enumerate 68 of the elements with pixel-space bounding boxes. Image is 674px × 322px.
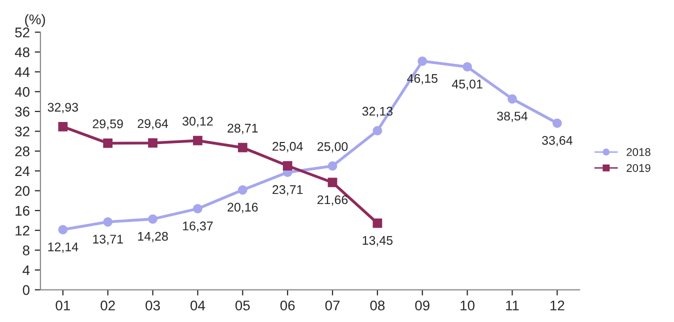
data-label: 14,28 (138, 232, 168, 242)
point (372, 218, 382, 228)
data-label: 32,93 (48, 102, 78, 114)
data-label: 29,64 (138, 119, 168, 130)
x-tick-label: 12 (550, 300, 564, 310)
x-tick-label: 01 (56, 300, 70, 310)
data-label: 38,54 (497, 112, 528, 122)
point (328, 161, 338, 171)
data-label: 30,12 (182, 116, 213, 128)
y-tick-label: 52 (15, 28, 30, 38)
data-label: 20,16 (228, 202, 258, 214)
x-tick-label: 02 (100, 300, 115, 310)
x-tick-label: 10 (460, 300, 474, 310)
x-tick-label: 03 (146, 300, 160, 310)
point (193, 204, 202, 214)
data-label: 46,15 (407, 74, 438, 84)
y-axis-title: (%) (25, 14, 45, 28)
data-label: 12,14 (48, 242, 78, 253)
y-tick-label: 44 (14, 67, 30, 77)
data-label: 32,13 (362, 106, 393, 118)
y-tick-label: 20 (15, 186, 30, 196)
x-tick-label: 06 (280, 300, 295, 310)
x-tick-label: 04 (190, 300, 206, 310)
x-tick-label: 08 (370, 300, 385, 310)
legend-label: 2018 (626, 148, 650, 156)
point (148, 138, 158, 148)
data-label: 13,45 (362, 236, 393, 246)
y-tick-label: 8 (22, 246, 30, 256)
x-tick-label: 07 (325, 300, 340, 310)
point (103, 217, 113, 227)
point (372, 126, 382, 136)
x-tick-label: 05 (235, 300, 250, 310)
x-tick-label: 11 (506, 300, 519, 310)
data-label: 33,64 (542, 136, 572, 146)
point (282, 161, 292, 170)
point (462, 62, 472, 72)
point (58, 122, 68, 132)
y-tick-label: 36 (15, 106, 30, 117)
point (238, 185, 248, 195)
data-label: 29,59 (92, 119, 123, 130)
y-tick-label: 28 (15, 146, 30, 156)
y-tick-label: 48 (14, 47, 30, 58)
point (148, 214, 158, 224)
y-tick-label: 4 (22, 265, 30, 276)
y-tick-label: 40 (14, 86, 30, 97)
point (418, 56, 428, 66)
data-label: 45,01 (452, 80, 482, 90)
data-label: 13,71 (93, 234, 123, 246)
y-tick-label: 12 (16, 226, 30, 236)
data-label: 25,00 (317, 142, 348, 152)
point (508, 94, 517, 104)
data-label: 23,71 (272, 185, 303, 196)
point (328, 178, 338, 188)
legend-label: 2019 (626, 164, 650, 172)
data-label: 28,71 (228, 124, 258, 134)
point (58, 224, 68, 234)
data-label: 21,66 (317, 195, 348, 206)
x-tick-label: 09 (415, 300, 430, 310)
data-label: 25,04 (272, 142, 303, 152)
y-tick-label: 0 (22, 285, 30, 295)
y-tick-label: 24 (15, 166, 30, 176)
point (238, 142, 248, 152)
y-tick-label: 32 (15, 126, 30, 136)
point (552, 118, 562, 128)
y-tick-label: 16 (16, 206, 30, 216)
point (103, 138, 113, 148)
data-label: 16,37 (183, 222, 213, 232)
point (193, 136, 202, 146)
